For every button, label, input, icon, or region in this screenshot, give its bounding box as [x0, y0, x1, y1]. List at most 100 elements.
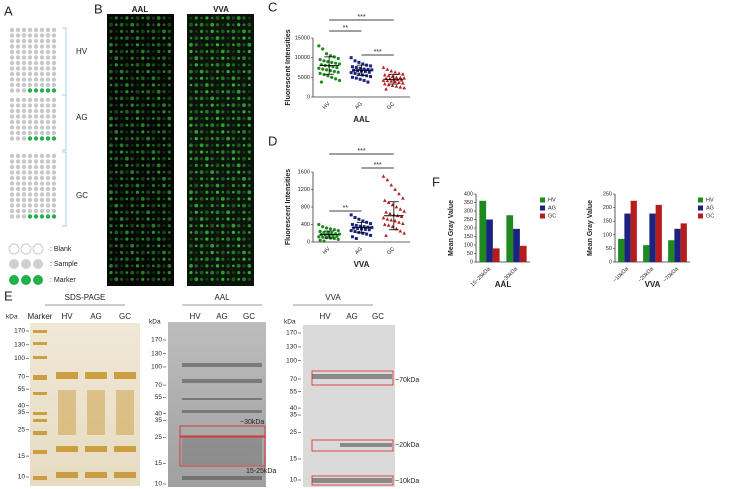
array-spot [189, 157, 193, 160]
y-tick-label: 150 [464, 234, 473, 240]
array-spot [151, 163, 155, 167]
array-spot [195, 177, 198, 181]
array-spot [21, 108, 27, 114]
array-spot [51, 214, 57, 219]
array-spot [109, 211, 113, 214]
array-spot [39, 103, 45, 108]
data-point [370, 68, 374, 72]
array-spot [247, 217, 252, 221]
array-spot [242, 50, 246, 53]
data-point [398, 229, 403, 233]
array-spot [167, 103, 171, 107]
array-spot [27, 192, 33, 197]
array-spot [51, 77, 57, 82]
array-spot [9, 136, 15, 141]
ladder-label: 130 [14, 342, 25, 349]
data-point [354, 237, 358, 240]
ladder-label: 170 [286, 330, 297, 337]
array-spot [162, 130, 166, 134]
array-spot [21, 82, 27, 88]
array-spot [109, 157, 113, 160]
array-spot [141, 210, 145, 214]
array-spot [215, 163, 220, 168]
array-spot [146, 244, 150, 248]
legend-spot [33, 275, 43, 285]
array-spot [215, 257, 220, 262]
array-spot [39, 130, 45, 136]
array-spot [231, 277, 236, 282]
array-spot [194, 163, 198, 167]
array-spot [237, 170, 241, 174]
kda-label: kDa [284, 319, 296, 326]
array-spot [135, 23, 140, 27]
legend-spot [9, 275, 19, 285]
array-spot [146, 264, 151, 268]
array-spot [9, 97, 15, 103]
array-spot [237, 103, 241, 107]
array-spot [21, 114, 27, 119]
array-spot [237, 130, 240, 134]
data-point [384, 233, 388, 237]
ladder-label: 15 [18, 453, 26, 460]
array-spot [231, 223, 236, 228]
data-point [322, 59, 326, 63]
array-spot [189, 96, 193, 101]
array-spot [27, 108, 33, 114]
bar [630, 200, 637, 262]
array-spot [27, 114, 33, 119]
data-point [361, 62, 365, 66]
array-spot [151, 130, 156, 134]
gel-annotation: ~10kDa [395, 478, 419, 485]
array-spot [141, 264, 145, 268]
array-spot [51, 186, 57, 192]
array-spot [114, 217, 118, 221]
array-spot [199, 197, 204, 201]
array-spot [109, 116, 113, 121]
array-spot [109, 277, 113, 281]
array-spot [45, 66, 51, 71]
array-spot [210, 183, 214, 188]
array-spot [210, 257, 214, 261]
array-spot [189, 42, 193, 47]
array-spot [200, 29, 204, 33]
array-spot [15, 33, 21, 38]
array-spot [152, 70, 155, 73]
array-spot [167, 123, 171, 127]
ladder-label: 55 [18, 386, 26, 393]
array-spot [152, 117, 155, 120]
array-spot [130, 137, 134, 140]
array-spot [119, 22, 124, 27]
array-spot [221, 23, 225, 27]
array-spot [114, 130, 119, 134]
array-spot [39, 175, 45, 181]
array-spot [210, 170, 215, 175]
bar [624, 213, 631, 262]
array-spot [151, 277, 156, 282]
legend-text: : Sample [50, 261, 78, 268]
array-spot [226, 163, 231, 168]
array-spot [220, 270, 225, 275]
array-spot [27, 164, 33, 170]
array-spot [125, 23, 129, 27]
array-spot [151, 203, 156, 208]
array-spot [199, 69, 204, 74]
array-spot [27, 33, 33, 38]
array-spot [9, 82, 15, 88]
array-spot [15, 77, 21, 82]
array-spot [146, 136, 151, 141]
y-tick-label: 250 [464, 217, 473, 223]
array-spot [231, 163, 235, 167]
array-spot [205, 150, 209, 154]
array-spot [125, 163, 129, 167]
array-spot [162, 50, 166, 53]
array-spot [15, 88, 21, 93]
data-point [336, 56, 340, 61]
array-spot [151, 183, 155, 188]
data-point [399, 78, 404, 82]
y-tick-label: 1200 [298, 187, 310, 193]
array-spot [146, 271, 150, 275]
array-spot [221, 63, 225, 67]
array-spot [216, 231, 219, 234]
array-spot [114, 230, 119, 235]
array-spot [248, 90, 251, 93]
